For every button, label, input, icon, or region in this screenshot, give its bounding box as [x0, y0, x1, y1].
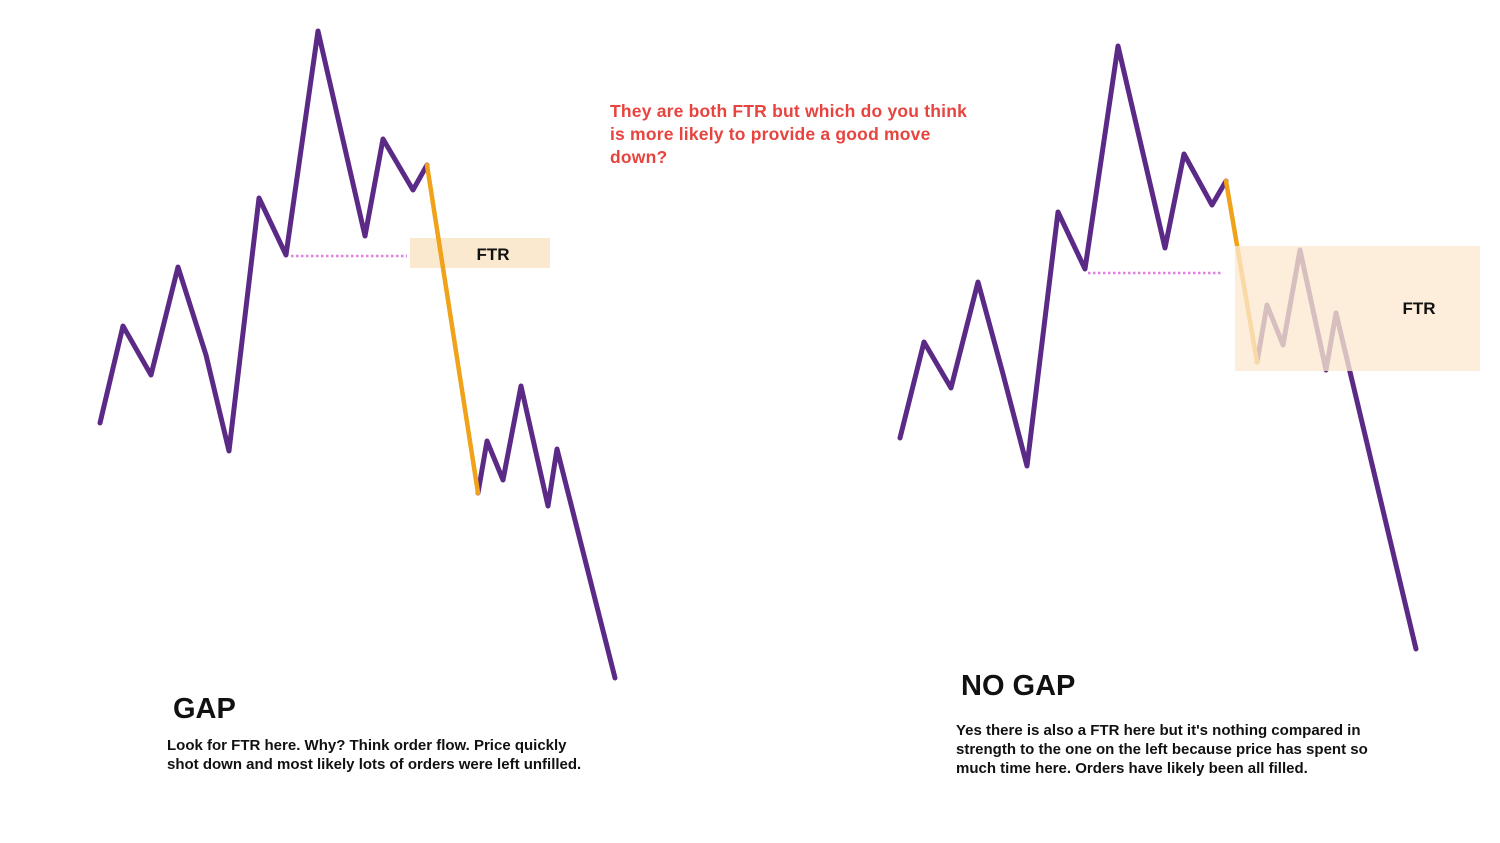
left-ftr-label: FTR	[476, 245, 509, 264]
right-desc-part-1: Yes there is also a	[956, 722, 1091, 739]
right-price-line	[897, 43, 1229, 469]
right-heading: NO GAP	[961, 670, 1076, 702]
left-ftr-zone	[410, 238, 550, 268]
question-text: They are both FTR but which do you think…	[610, 101, 968, 167]
right-description: Yes there is also a FTR here but it's no…	[956, 721, 1396, 778]
left-desc-ftr: FTR	[231, 737, 261, 754]
left-desc-part-1: Look for	[167, 737, 232, 754]
left-gap-example: FTR	[97, 28, 618, 681]
right-ftr-label: FTR	[1402, 299, 1435, 318]
left-impulse-leg	[424, 162, 481, 496]
left-desc-part-2: here. Why? Think order flow. Price quick…	[167, 737, 582, 773]
right-desc-ftr: FTR	[1090, 722, 1120, 739]
left-heading: GAP	[173, 693, 236, 725]
right-desc-part-2: here but it's nothing compared in streng…	[956, 722, 1368, 777]
right-ftr-zone	[1235, 246, 1480, 371]
right-no-gap-example: FTR	[897, 43, 1480, 652]
left-price-line	[97, 28, 430, 454]
left-price-line-continuation	[475, 383, 618, 681]
left-description: Look for FTR here. Why? Think order flow…	[167, 736, 597, 774]
